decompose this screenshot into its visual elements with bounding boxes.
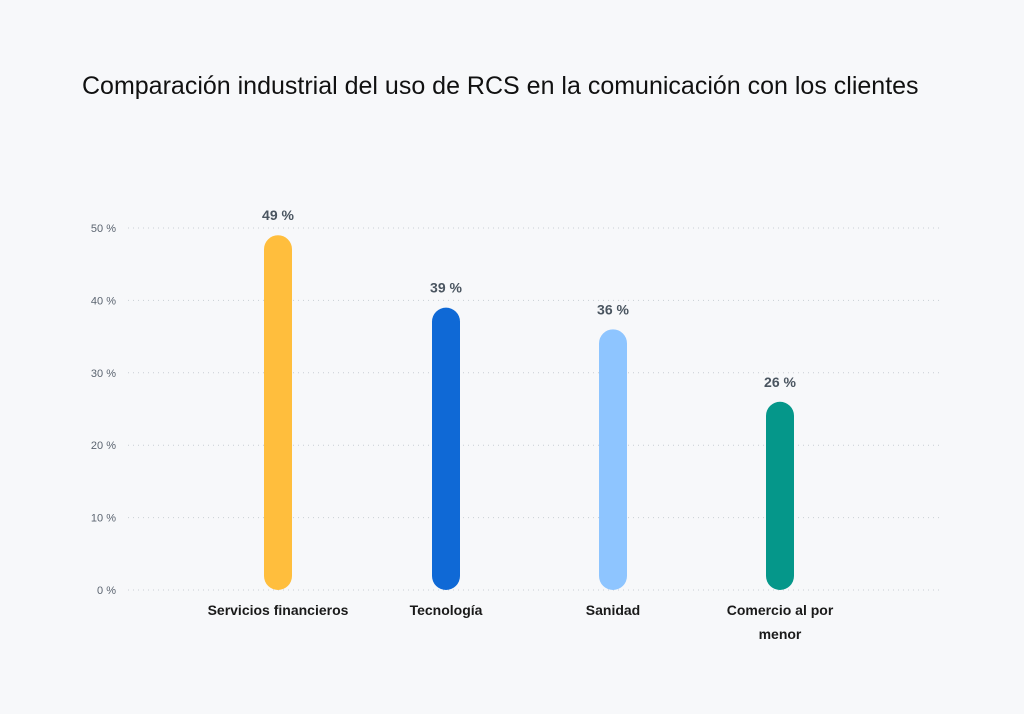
x-tick-label: Servicios financieros — [208, 602, 349, 618]
bar — [766, 401, 794, 590]
x-tick-label: Tecnología — [410, 602, 483, 618]
y-tick-label: 10 % — [91, 513, 116, 525]
bar — [264, 235, 292, 591]
y-tick-label: 30 % — [91, 368, 116, 380]
x-tick-label: Sanidad — [586, 602, 640, 618]
data-label: 49 % — [262, 207, 294, 223]
data-label: 39 % — [430, 280, 462, 296]
x-tick-label: Comercio al por — [727, 602, 834, 618]
data-label: 26 % — [764, 374, 796, 390]
bar — [599, 329, 627, 590]
y-tick-label: 0 % — [97, 585, 116, 597]
y-tick-label: 20 % — [91, 440, 116, 452]
y-tick-label: 40 % — [91, 295, 116, 307]
x-tick-label: menor — [759, 626, 802, 642]
data-label: 36 % — [597, 301, 629, 317]
bar — [432, 307, 460, 590]
chart-title: Comparación industrial del uso de RCS en… — [82, 72, 919, 100]
y-tick-label: 50 % — [91, 223, 116, 235]
